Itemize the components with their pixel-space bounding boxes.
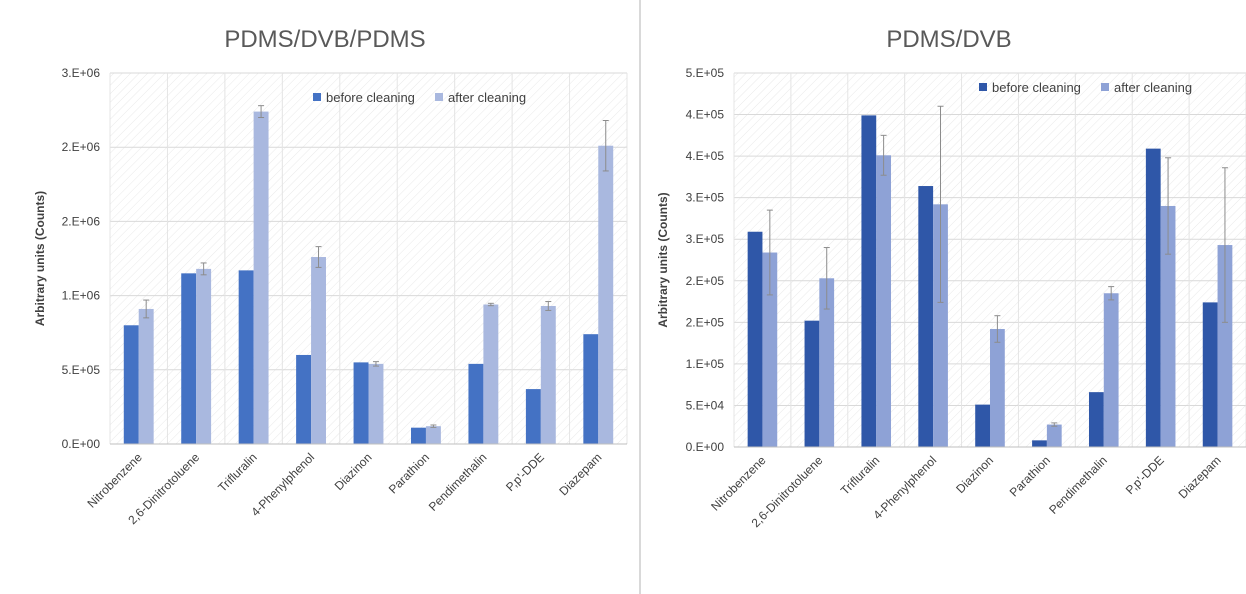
chart-title: PDMS/DVB/PDMS <box>224 26 425 53</box>
chart-pdms-dvb: PDMS/DVB 0.E+00 5.E+04 1.E+05 2.E+05 2.E+05 3.… <box>656 26 1246 530</box>
y-tick-label: 5.E+05 <box>62 363 101 377</box>
y-tick-label: 2.E+05 <box>686 315 725 329</box>
bar-before <box>861 115 877 448</box>
bar-before <box>181 273 197 444</box>
bar-before <box>238 270 254 444</box>
panel-divider <box>639 0 641 594</box>
y-tick-label: 2.E+06 <box>62 140 101 154</box>
bar-before <box>975 404 990 447</box>
bar-before <box>1088 392 1104 447</box>
bar-after <box>598 145 614 444</box>
y-tick-label: 4.E+05 <box>686 108 725 122</box>
y-axis-label: Arbitrary units (Counts) <box>33 191 47 326</box>
bar-before <box>353 362 369 444</box>
y-tick-label: 5.E+05 <box>686 66 725 80</box>
y-tick-label: 3.E+06 <box>62 66 101 80</box>
bar-after <box>1160 205 1176 447</box>
y-tick-label: 2.E+06 <box>62 214 101 228</box>
bar-after <box>819 278 835 447</box>
y-tick-label: 3.E+05 <box>686 191 725 205</box>
y-tick-label: 0.E+00 <box>686 440 725 454</box>
bar-after <box>1217 245 1233 447</box>
legend-label: before cleaning <box>326 90 415 105</box>
x-tick-label: Parathion <box>1007 453 1053 499</box>
y-tick-label: 3.E+05 <box>686 232 725 246</box>
x-tick-label: Pendimethalin <box>426 450 490 514</box>
x-tick-label: Diazinon <box>953 453 996 496</box>
bar-after <box>933 204 948 447</box>
chart-panel-left: PDMS/DVB/PDMS 0.E+00 5.E+05 1.E+06 2.E+06 2.E… <box>33 26 628 528</box>
bar-after <box>990 328 1005 447</box>
x-tick-label: P,p'-DDE <box>503 450 547 494</box>
bar-before <box>411 427 426 444</box>
y-tick-label: 1.E+05 <box>686 357 725 371</box>
bar-before <box>583 334 599 444</box>
bar-before <box>1032 440 1047 447</box>
y-tick-label: 0.E+00 <box>62 437 101 451</box>
x-tick-label: P,p'-DDE <box>1123 453 1167 497</box>
y-tick-label: 2.E+05 <box>686 274 725 288</box>
y-tick-label: 1.E+06 <box>62 289 101 303</box>
x-tick-label: Trifluralin <box>215 450 259 494</box>
bar-before <box>747 231 763 447</box>
x-tick-label: Diazepam <box>556 450 604 498</box>
bar-before <box>1145 148 1161 447</box>
chart-panel-right: PDMS/DVB 0.E+00 5.E+04 1.E+05 2.E+05 2.E+05 3.… <box>641 0 1246 594</box>
bar-before <box>123 325 139 444</box>
x-tick-label: Nitrobenzene <box>84 450 145 511</box>
bar-after <box>540 305 556 444</box>
y-axis-label: Arbitrary units (Counts) <box>656 192 670 327</box>
bar-before <box>1202 302 1218 447</box>
bar-after <box>368 363 384 444</box>
chart-title: PDMS/DVB <box>886 26 1011 53</box>
x-tick-label: Diazinon <box>332 450 375 493</box>
legend-swatch <box>313 93 321 101</box>
x-tick-label: Nitrobenzene <box>708 453 769 514</box>
legend-swatch <box>979 83 987 91</box>
bar-after <box>1103 293 1119 447</box>
bar-after <box>311 257 326 444</box>
chart-pdms-dvb-pdms: PDMS/DVB/PDMS 0.E+00 5.E+05 1.E+06 2.E+06 2.E… <box>33 26 628 527</box>
x-tick-label: Trifluralin <box>838 453 882 497</box>
x-tick-label: Parathion <box>386 450 432 496</box>
bar-before <box>525 389 541 444</box>
bar-after <box>762 252 778 447</box>
y-tick-label: 5.E+04 <box>686 398 725 412</box>
x-tick-label: Pendimethalin <box>1046 453 1110 517</box>
bar-after <box>425 426 441 444</box>
y-tick-label: 4.E+05 <box>686 149 725 163</box>
legend-label: after cleaning <box>448 90 526 105</box>
x-tick-label: Diazepam <box>1176 453 1224 501</box>
bar-after <box>138 308 154 444</box>
bar-after <box>1046 424 1062 447</box>
bar-after <box>876 155 892 447</box>
legend-swatch <box>1101 83 1109 91</box>
bar-before <box>296 354 312 444</box>
legend-label: after cleaning <box>1114 80 1192 95</box>
bar-after <box>196 268 212 444</box>
legend-label: before cleaning <box>992 80 1081 95</box>
bar-before <box>804 320 820 447</box>
legend-swatch <box>435 93 443 101</box>
bar-before <box>918 186 934 447</box>
bar-after <box>483 304 499 444</box>
bar-after <box>253 111 269 445</box>
bar-before <box>468 363 484 444</box>
